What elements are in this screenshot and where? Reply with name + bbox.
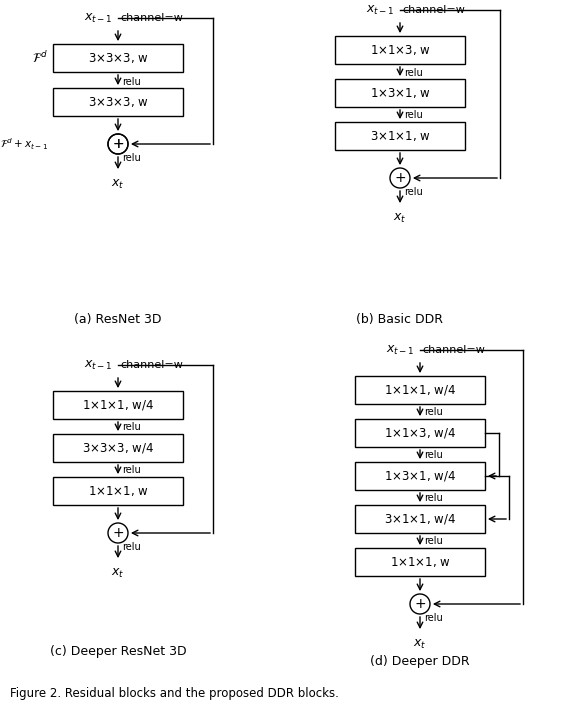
Text: relu: relu — [404, 187, 423, 197]
Bar — [355, 376, 485, 404]
Text: relu: relu — [424, 407, 443, 417]
Bar — [355, 462, 485, 490]
Text: relu: relu — [122, 422, 141, 432]
Text: $x_t$: $x_t$ — [393, 211, 407, 225]
Bar — [335, 122, 465, 150]
Text: Figure 2. Residual blocks and the proposed DDR blocks.: Figure 2. Residual blocks and the propos… — [10, 688, 339, 701]
Bar — [53, 434, 183, 462]
Text: relu: relu — [122, 465, 141, 475]
Bar — [53, 44, 183, 72]
Text: (d) Deeper DDR: (d) Deeper DDR — [370, 656, 470, 668]
Bar — [335, 36, 465, 64]
Text: relu: relu — [122, 542, 141, 552]
Text: relu: relu — [122, 153, 141, 163]
Bar — [355, 548, 485, 576]
Text: $1{\times}1{\times}1$, w/4: $1{\times}1{\times}1$, w/4 — [82, 398, 154, 412]
Text: channel=w: channel=w — [120, 13, 183, 23]
Text: $x_t$: $x_t$ — [112, 177, 125, 190]
Bar — [335, 79, 465, 107]
Text: relu: relu — [424, 536, 443, 546]
Text: relu: relu — [122, 77, 141, 87]
Text: $\mathcal{F}^d + x_{t-1}$: $\mathcal{F}^d + x_{t-1}$ — [0, 136, 48, 151]
Text: $3{\times}1{\times}1$, w: $3{\times}1{\times}1$, w — [370, 129, 430, 143]
Text: $1{\times}3{\times}1$, w: $1{\times}3{\times}1$, w — [370, 86, 430, 100]
Bar — [355, 505, 485, 533]
Text: $x_{t-1}$: $x_{t-1}$ — [84, 358, 113, 371]
Text: (a) ResNet 3D: (a) ResNet 3D — [74, 314, 162, 327]
Text: +: + — [112, 526, 124, 540]
Text: +: + — [112, 137, 124, 151]
Text: $x_{t-1}$: $x_{t-1}$ — [84, 11, 113, 24]
Text: $1{\times}1{\times}3$, w: $1{\times}1{\times}3$, w — [370, 43, 430, 57]
Text: +: + — [414, 597, 426, 611]
Bar — [53, 88, 183, 116]
Text: $\mathcal{F}^d$: $\mathcal{F}^d$ — [32, 50, 48, 66]
Text: relu: relu — [404, 68, 423, 78]
Text: relu: relu — [404, 110, 423, 120]
Text: relu: relu — [424, 613, 443, 623]
Text: $3{\times}1{\times}1$, w/4: $3{\times}1{\times}1$, w/4 — [384, 512, 456, 526]
Text: $1{\times}3{\times}1$, w/4: $1{\times}3{\times}1$, w/4 — [384, 469, 456, 483]
Text: relu: relu — [424, 493, 443, 503]
Text: channel=w: channel=w — [402, 5, 465, 15]
Bar — [355, 419, 485, 447]
Text: +: + — [394, 171, 406, 185]
Text: (b) Basic DDR: (b) Basic DDR — [357, 314, 444, 327]
Text: +: + — [112, 137, 124, 151]
Text: (c) Deeper ResNet 3D: (c) Deeper ResNet 3D — [50, 645, 186, 658]
Text: $x_t$: $x_t$ — [112, 567, 125, 579]
Text: $1{\times}1{\times}3$, w/4: $1{\times}1{\times}3$, w/4 — [384, 426, 456, 440]
Text: relu: relu — [424, 450, 443, 460]
Text: $1{\times}1{\times}1$, w: $1{\times}1{\times}1$, w — [88, 484, 148, 498]
Text: $x_{t-1}$: $x_{t-1}$ — [366, 4, 395, 17]
Text: $1{\times}1{\times}1$, w/4: $1{\times}1{\times}1$, w/4 — [384, 383, 456, 397]
Bar — [53, 477, 183, 505]
Text: $1{\times}1{\times}1$, w: $1{\times}1{\times}1$, w — [389, 555, 451, 569]
Text: $3{\times}3{\times}3$, w: $3{\times}3{\times}3$, w — [88, 95, 148, 109]
Text: $x_t$: $x_t$ — [413, 638, 427, 651]
Text: channel=w: channel=w — [422, 345, 485, 355]
Text: $x_{t-1}$: $x_{t-1}$ — [387, 343, 415, 357]
Text: $3{\times}3{\times}3$, w/4: $3{\times}3{\times}3$, w/4 — [82, 441, 154, 455]
Bar — [53, 391, 183, 419]
Text: channel=w: channel=w — [120, 360, 183, 370]
Text: $3{\times}3{\times}3$, w: $3{\times}3{\times}3$, w — [88, 51, 148, 65]
